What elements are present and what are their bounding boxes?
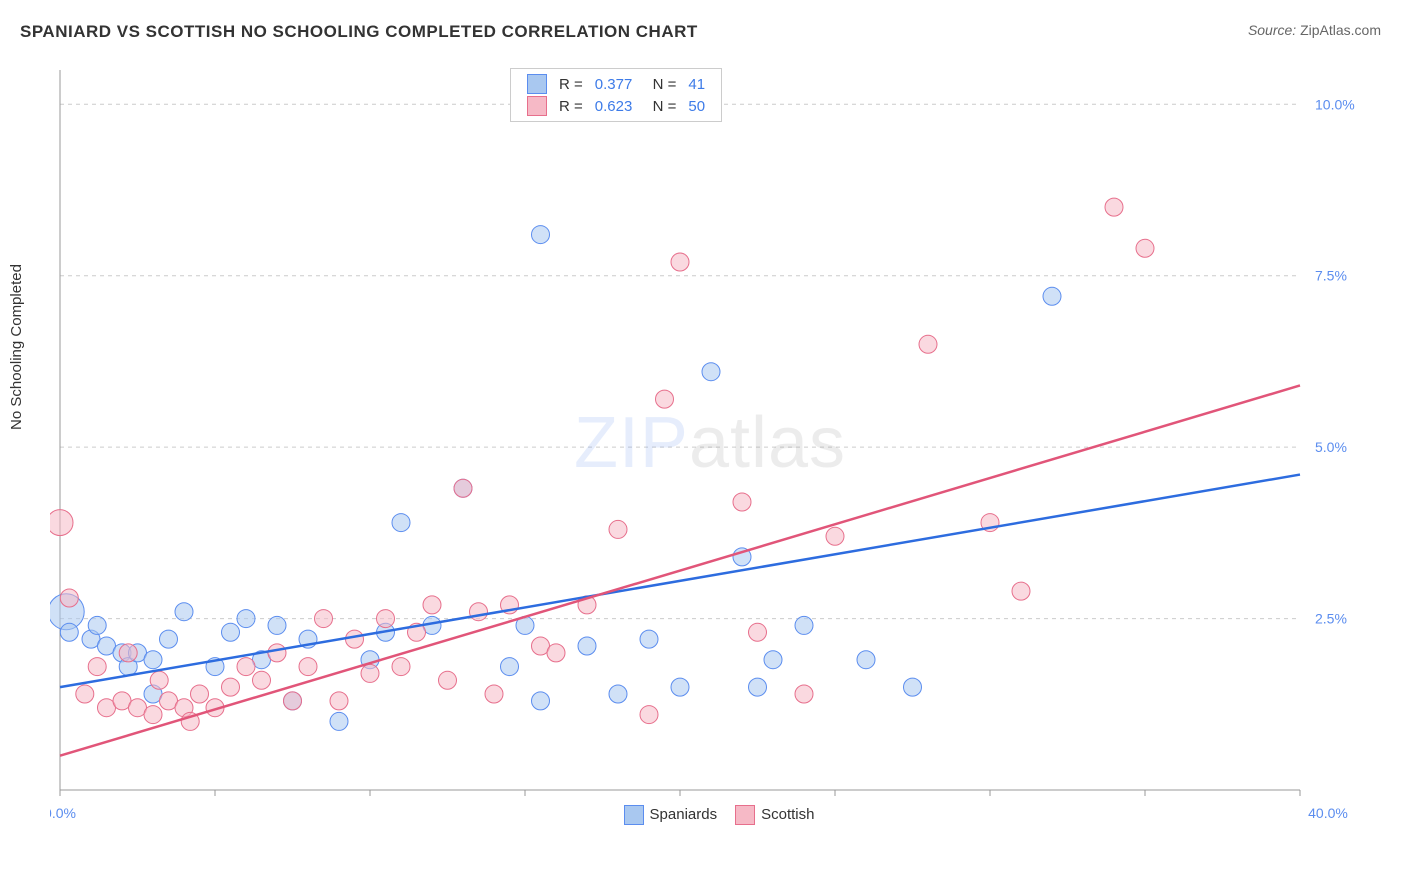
data-point xyxy=(795,616,813,634)
correlation-legend: R =0.377 N =41 R =0.623 N =50 xyxy=(510,68,722,122)
data-point xyxy=(733,493,751,511)
data-point xyxy=(392,514,410,532)
y-tick-label: 5.0% xyxy=(1315,439,1347,455)
data-point xyxy=(439,671,457,689)
data-point xyxy=(144,651,162,669)
data-point xyxy=(904,678,922,696)
data-point xyxy=(315,610,333,628)
data-point xyxy=(144,706,162,724)
legend-r-value: 0.377 xyxy=(589,73,639,95)
trend-line xyxy=(60,385,1300,755)
data-point xyxy=(501,658,519,676)
data-point xyxy=(795,685,813,703)
y-tick-label: 7.5% xyxy=(1315,268,1347,284)
legend-n-value: 41 xyxy=(682,73,711,95)
data-point xyxy=(377,610,395,628)
y-axis-label: No Schooling Completed xyxy=(8,264,25,430)
data-point xyxy=(532,226,550,244)
legend-r-label: R = xyxy=(553,95,589,117)
data-point xyxy=(857,651,875,669)
data-point xyxy=(150,671,168,689)
y-tick-label: 10.0% xyxy=(1315,96,1355,112)
legend-r-label: R = xyxy=(553,73,589,95)
data-point xyxy=(764,651,782,669)
data-point xyxy=(191,685,209,703)
data-point xyxy=(330,692,348,710)
data-point xyxy=(547,644,565,662)
y-tick-label: 2.5% xyxy=(1315,611,1347,627)
data-point xyxy=(60,589,78,607)
data-point xyxy=(702,363,720,381)
data-point xyxy=(299,658,317,676)
data-point xyxy=(1043,287,1061,305)
data-point xyxy=(175,603,193,621)
data-point xyxy=(826,527,844,545)
data-point xyxy=(88,616,106,634)
chart-title: SPANIARD VS SCOTTISH NO SCHOOLING COMPLE… xyxy=(20,22,698,42)
source-attribution: Source: ZipAtlas.com xyxy=(1248,22,1381,38)
legend-n-value: 50 xyxy=(682,95,711,117)
data-point xyxy=(222,678,240,696)
data-point xyxy=(609,685,627,703)
legend-n-label: N = xyxy=(638,73,682,95)
source-value: ZipAtlas.com xyxy=(1300,22,1381,38)
data-point xyxy=(423,596,441,614)
data-point xyxy=(237,658,255,676)
data-point xyxy=(485,685,503,703)
data-point xyxy=(268,616,286,634)
data-point xyxy=(88,658,106,676)
trend-line xyxy=(60,475,1300,688)
data-point xyxy=(470,603,488,621)
legend-swatch xyxy=(735,805,755,825)
data-point xyxy=(361,664,379,682)
data-point xyxy=(160,630,178,648)
data-point xyxy=(50,510,73,536)
data-point xyxy=(268,644,286,662)
legend-swatch xyxy=(624,805,644,825)
legend-swatch xyxy=(527,96,547,116)
data-point xyxy=(656,390,674,408)
data-point xyxy=(76,685,94,703)
legend-swatch xyxy=(527,74,547,94)
legend-series-label: Spaniards xyxy=(650,806,718,823)
data-point xyxy=(346,630,364,648)
scatter-plot: 2.5%5.0%7.5%10.0%0.0%40.0% ZIPatlas R =0… xyxy=(50,60,1370,825)
data-point xyxy=(671,678,689,696)
data-point xyxy=(237,610,255,628)
legend-series-label: Scottish xyxy=(761,806,814,823)
data-point xyxy=(640,630,658,648)
data-point xyxy=(671,253,689,271)
data-point xyxy=(119,644,137,662)
data-point xyxy=(1136,239,1154,257)
data-point xyxy=(253,671,271,689)
plot-svg: 2.5%5.0%7.5%10.0%0.0%40.0% xyxy=(50,60,1370,825)
data-point xyxy=(284,692,302,710)
data-point xyxy=(1105,198,1123,216)
data-point xyxy=(1012,582,1030,600)
legend-n-label: N = xyxy=(638,95,682,117)
data-point xyxy=(330,712,348,730)
data-point xyxy=(454,479,472,497)
source-label: Source: xyxy=(1248,22,1296,38)
data-point xyxy=(749,678,767,696)
legend-r-value: 0.623 xyxy=(589,95,639,117)
data-point xyxy=(532,692,550,710)
series-legend: Spaniards Scottish xyxy=(50,805,1370,825)
data-point xyxy=(60,623,78,641)
data-point xyxy=(749,623,767,641)
data-point xyxy=(392,658,410,676)
data-point xyxy=(609,520,627,538)
data-point xyxy=(919,335,937,353)
data-point xyxy=(578,637,596,655)
data-point xyxy=(222,623,240,641)
data-point xyxy=(640,706,658,724)
